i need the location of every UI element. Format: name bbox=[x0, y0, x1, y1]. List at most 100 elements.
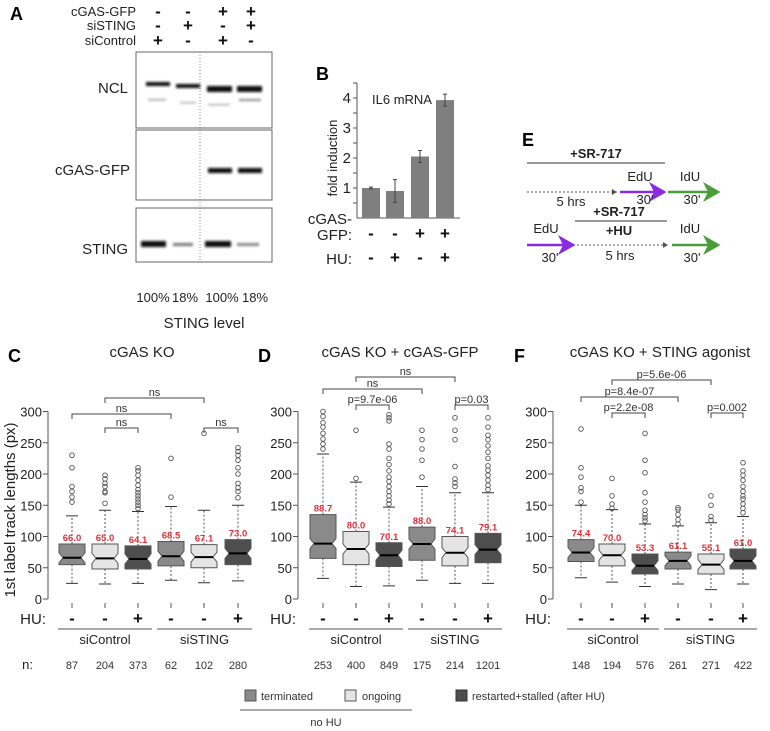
significance-label: p=5.6e-06 bbox=[637, 369, 687, 381]
outlier-point bbox=[386, 501, 392, 507]
outlier-point bbox=[740, 496, 746, 502]
outlier-point bbox=[235, 465, 241, 471]
blot-label-ncl: NCL bbox=[98, 80, 128, 97]
outlier-point bbox=[609, 493, 615, 499]
y-tick-label: 200 bbox=[525, 467, 547, 482]
y-axis-label: fold induction bbox=[325, 120, 340, 197]
legend-swatch-restarted bbox=[455, 689, 468, 702]
notched-box bbox=[224, 539, 252, 566]
box-5: 74.1 bbox=[441, 415, 469, 584]
outlier-point bbox=[320, 436, 326, 442]
y-tick-label: 100 bbox=[20, 530, 42, 545]
outlier-point bbox=[485, 424, 491, 430]
box-3: 64.1 bbox=[124, 465, 152, 584]
median-label: 80.0 bbox=[347, 521, 366, 532]
hu-sign: - bbox=[708, 609, 714, 628]
y-tick-label: 50 bbox=[533, 561, 547, 576]
outlier-point bbox=[135, 499, 141, 505]
legend-no-hu: no HU bbox=[310, 717, 341, 729]
y-tick-label: 200 bbox=[20, 467, 42, 482]
outlier-point bbox=[69, 494, 75, 500]
cgas-gfp-sign: - bbox=[368, 224, 374, 243]
condition-sign: + bbox=[218, 2, 228, 21]
y-tick-label: 50 bbox=[278, 561, 292, 576]
median-label: 74.4 bbox=[572, 529, 591, 540]
outlier-point bbox=[578, 499, 584, 505]
box-1: 74.4 bbox=[567, 426, 595, 579]
hu-sign: - bbox=[201, 609, 207, 628]
outlier-point bbox=[320, 408, 326, 415]
scheme-top-time-idu: 30' bbox=[684, 192, 701, 207]
outlier-point bbox=[135, 477, 141, 484]
hu-sign: - bbox=[609, 609, 615, 628]
outlier-point bbox=[485, 482, 491, 489]
significance-bracket bbox=[104, 397, 205, 403]
outlier-point bbox=[609, 501, 615, 507]
n-value: 102 bbox=[195, 660, 213, 672]
panel-letter-d: D bbox=[258, 346, 271, 366]
panel-letter-a: A bbox=[10, 4, 23, 24]
significance-bracket bbox=[454, 404, 489, 410]
outlier-point bbox=[708, 502, 714, 509]
hu-sign: - bbox=[578, 609, 584, 628]
outlier-point bbox=[353, 475, 359, 482]
chart-title: cGAS KO + cGAS-GFP bbox=[321, 344, 478, 361]
hu-sign: + bbox=[233, 609, 243, 628]
median-label: 68.5 bbox=[162, 531, 181, 542]
cgas-gfp-sign: + bbox=[415, 224, 425, 243]
n-value: 400 bbox=[347, 660, 365, 672]
y-tick-label: 100 bbox=[525, 530, 547, 545]
outlier-point bbox=[485, 455, 491, 462]
outlier-point bbox=[642, 499, 648, 505]
bar bbox=[436, 100, 454, 218]
condition-sign: - bbox=[155, 16, 161, 35]
legend-swatch-ongoing bbox=[344, 689, 357, 702]
outlier-point bbox=[135, 505, 141, 512]
outlier-point bbox=[419, 427, 425, 434]
outlier-point bbox=[135, 502, 141, 509]
y-tick-label: 300 bbox=[270, 405, 292, 420]
significance-label: ns bbox=[149, 387, 161, 399]
median-label: 79.1 bbox=[479, 522, 498, 533]
outlier-point bbox=[102, 472, 108, 479]
outlier-point bbox=[452, 436, 458, 443]
sting-levels: 100% 18% 100% 18% bbox=[136, 290, 268, 305]
outlier-point bbox=[320, 430, 326, 437]
significance-bracket bbox=[580, 396, 679, 402]
outlier-point bbox=[740, 483, 746, 490]
n-value: 214 bbox=[446, 660, 464, 672]
n-value: 1201 bbox=[476, 660, 500, 672]
outlier-point bbox=[740, 460, 746, 466]
condition-label: siSTING bbox=[87, 18, 136, 33]
outlier-point bbox=[485, 432, 491, 439]
median-label: 61.1 bbox=[669, 541, 688, 552]
outlier-point bbox=[485, 477, 491, 484]
outlier-point bbox=[386, 446, 392, 452]
scheme-top-treatment: +SR-717 bbox=[570, 146, 622, 161]
outlier-point bbox=[419, 446, 425, 452]
box-6: 79.1 bbox=[474, 415, 502, 584]
notched-box bbox=[474, 532, 502, 564]
significance-label: p=2.2e-08 bbox=[604, 402, 654, 414]
outlier-point bbox=[452, 476, 458, 482]
median-label: 66.0 bbox=[63, 533, 82, 544]
hu-sign: + bbox=[483, 609, 493, 628]
n-value: 373 bbox=[129, 660, 147, 672]
group-label: siSTING bbox=[430, 632, 479, 647]
y-tick-label: 250 bbox=[270, 436, 292, 451]
panel-letter-b: B bbox=[316, 64, 329, 84]
panel-letter-c: C bbox=[8, 346, 21, 366]
box-4: 68.5 bbox=[157, 455, 185, 581]
outlier-point bbox=[386, 455, 392, 462]
hu-sign: - bbox=[353, 609, 359, 628]
hu-sign: + bbox=[390, 248, 400, 267]
y-tick-label: 250 bbox=[20, 436, 42, 451]
n-value: 62 bbox=[165, 660, 177, 672]
outlier-point bbox=[642, 511, 648, 518]
row-label-hu: HU: bbox=[326, 251, 352, 268]
blot-label-sting: STING bbox=[82, 241, 128, 258]
outlier-point bbox=[320, 446, 326, 452]
y-tick-label: 2 bbox=[343, 150, 351, 167]
outlier-point bbox=[642, 470, 648, 476]
